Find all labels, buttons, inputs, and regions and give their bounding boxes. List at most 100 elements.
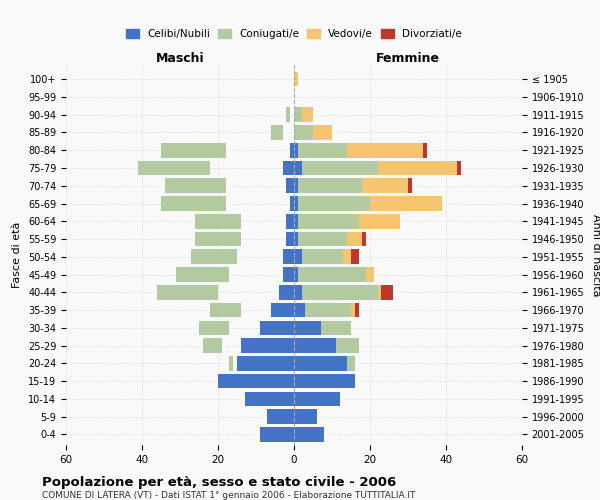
Bar — [382, 285, 393, 300]
Bar — [294, 303, 305, 318]
Bar — [211, 303, 241, 318]
Bar — [313, 125, 332, 140]
Bar — [408, 178, 412, 193]
Bar — [351, 303, 355, 318]
Bar — [229, 356, 233, 370]
Bar — [343, 250, 351, 264]
Bar — [359, 214, 400, 228]
Bar — [336, 338, 359, 353]
Text: Maschi: Maschi — [155, 52, 205, 65]
Bar — [294, 143, 298, 158]
Bar — [294, 250, 302, 264]
Bar — [176, 268, 229, 282]
Bar — [294, 392, 340, 406]
Bar — [294, 196, 298, 211]
Bar — [362, 178, 408, 193]
Bar — [290, 143, 294, 158]
Bar — [298, 178, 362, 193]
Bar — [377, 160, 457, 176]
Bar — [279, 285, 294, 300]
Bar — [199, 320, 229, 335]
Bar — [180, 160, 195, 176]
Y-axis label: Anni di nascita: Anni di nascita — [591, 214, 600, 296]
Bar — [271, 303, 294, 318]
Bar — [203, 178, 214, 193]
Bar — [294, 232, 298, 246]
Bar — [191, 250, 237, 264]
Bar — [286, 232, 294, 246]
Legend: Celibi/Nubili, Coniugati/e, Vedovi/e, Divorziati/e: Celibi/Nubili, Coniugati/e, Vedovi/e, Di… — [122, 24, 466, 43]
Bar — [294, 427, 325, 442]
Bar — [347, 356, 355, 370]
Bar — [294, 356, 347, 370]
Bar — [218, 374, 294, 388]
Bar — [195, 214, 241, 228]
Bar — [286, 178, 294, 193]
Bar — [214, 250, 226, 264]
Bar — [423, 143, 427, 158]
Bar — [302, 285, 377, 300]
Bar — [138, 160, 211, 176]
Bar — [298, 268, 366, 282]
Bar — [377, 285, 382, 300]
Bar — [211, 285, 214, 300]
Bar — [283, 268, 294, 282]
Bar — [268, 410, 294, 424]
Bar — [161, 196, 226, 211]
Text: Femmine: Femmine — [376, 52, 440, 65]
Y-axis label: Fasce di età: Fasce di età — [13, 222, 22, 288]
Bar — [294, 108, 302, 122]
Bar — [218, 232, 229, 246]
Bar — [294, 320, 320, 335]
Bar — [366, 268, 374, 282]
Bar — [260, 320, 294, 335]
Bar — [286, 108, 290, 122]
Bar — [302, 250, 343, 264]
Bar — [271, 125, 283, 140]
Bar — [294, 410, 317, 424]
Bar — [237, 356, 294, 370]
Bar — [233, 214, 237, 228]
Bar — [275, 125, 279, 140]
Bar — [294, 268, 298, 282]
Bar — [351, 250, 359, 264]
Bar — [294, 214, 298, 228]
Bar — [294, 338, 336, 353]
Bar — [286, 214, 294, 228]
Bar — [302, 108, 313, 122]
Bar — [355, 303, 359, 318]
Bar — [165, 178, 226, 193]
Bar — [362, 232, 366, 246]
Bar — [370, 196, 442, 211]
Bar — [294, 125, 313, 140]
Bar — [188, 143, 206, 158]
Text: Popolazione per età, sesso e stato civile - 2006: Popolazione per età, sesso e stato civil… — [42, 476, 396, 489]
Bar — [157, 285, 218, 300]
Bar — [206, 196, 214, 211]
Bar — [283, 250, 294, 264]
Bar — [457, 160, 461, 176]
Bar — [245, 392, 294, 406]
Bar — [294, 285, 302, 300]
Bar — [305, 303, 351, 318]
Bar — [195, 232, 241, 246]
Bar — [260, 427, 294, 442]
Bar — [294, 160, 302, 176]
Bar — [298, 214, 359, 228]
Bar — [161, 143, 226, 158]
Bar — [294, 72, 298, 86]
Bar — [302, 160, 377, 176]
Bar — [241, 338, 294, 353]
Bar — [320, 320, 351, 335]
Bar — [294, 374, 355, 388]
Bar — [294, 178, 298, 193]
Bar — [218, 196, 222, 211]
Bar — [347, 143, 423, 158]
Bar — [283, 160, 294, 176]
Bar — [298, 232, 347, 246]
Bar — [203, 338, 222, 353]
Text: COMUNE DI LATERA (VT) - Dati ISTAT 1° gennaio 2006 - Elaborazione TUTTITALIA.IT: COMUNE DI LATERA (VT) - Dati ISTAT 1° ge… — [42, 491, 415, 500]
Bar — [290, 196, 294, 211]
Bar — [298, 143, 347, 158]
Bar — [347, 232, 362, 246]
